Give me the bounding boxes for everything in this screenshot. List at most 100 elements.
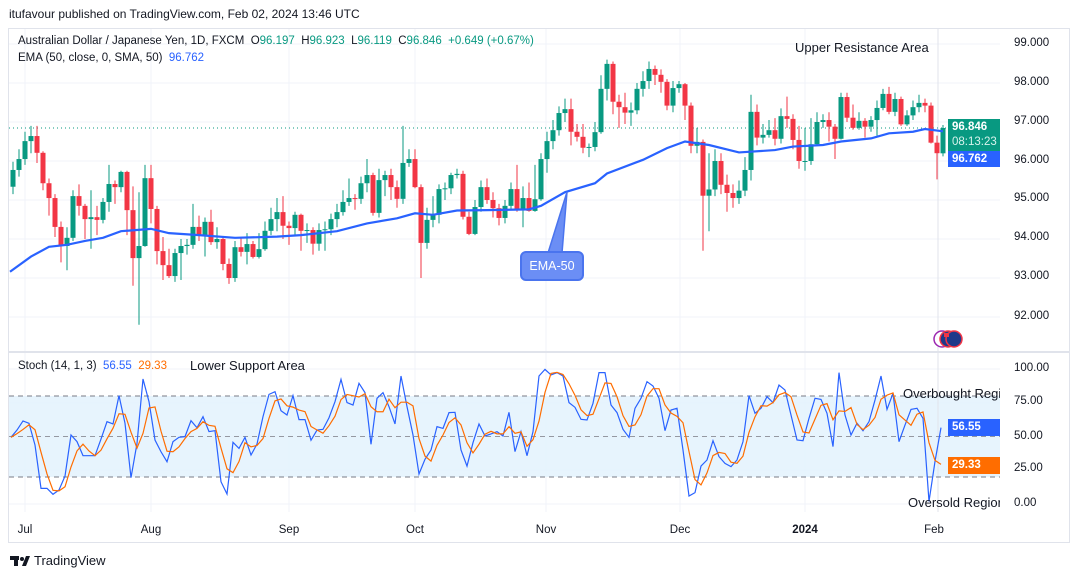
candle-bearish xyxy=(226,258,232,284)
candle-bullish xyxy=(10,161,16,195)
candle-bearish xyxy=(832,123,838,160)
candle-body xyxy=(730,192,736,199)
candle-bullish xyxy=(940,125,946,157)
candle-bullish xyxy=(916,94,922,113)
candle-body xyxy=(178,246,184,254)
candle-bearish xyxy=(574,123,580,142)
close-label: C xyxy=(398,35,407,47)
candle-body xyxy=(712,161,718,190)
candle-bearish xyxy=(148,164,154,224)
candle-bearish xyxy=(82,203,88,239)
candle-body xyxy=(244,244,250,252)
candle-body xyxy=(568,109,574,132)
candle-bearish xyxy=(664,79,670,111)
candle-bearish xyxy=(682,83,688,121)
candle-body xyxy=(202,221,208,236)
candle-body xyxy=(562,109,568,114)
candle-bearish xyxy=(112,180,118,204)
candle-body xyxy=(496,208,502,218)
candle-body xyxy=(556,113,562,131)
candle-body xyxy=(430,214,436,220)
candle-bullish xyxy=(64,227,70,271)
candle-body xyxy=(664,81,670,106)
candle-body xyxy=(922,102,928,106)
candle-body xyxy=(256,249,262,257)
candle-bullish xyxy=(430,196,436,228)
candle-body xyxy=(532,199,538,211)
candle-bearish xyxy=(166,248,172,278)
candle-body xyxy=(796,139,802,161)
candle-body xyxy=(898,98,904,125)
candle-body xyxy=(844,97,850,118)
candle-bullish xyxy=(802,127,808,171)
candle-bullish xyxy=(766,120,772,138)
candle-body xyxy=(604,63,610,89)
currency-flags-icon xyxy=(933,330,963,348)
candle-bearish xyxy=(160,237,166,280)
candle-body xyxy=(520,198,526,209)
candle-body xyxy=(478,187,484,208)
candle-body xyxy=(808,144,814,161)
candle-bullish xyxy=(118,170,124,193)
ema-legend[interactable]: EMA (50, close, 0, SMA, 50) 96.762 xyxy=(18,52,204,64)
candle-bullish xyxy=(640,71,646,97)
stoch-legend[interactable]: Stoch (14, 1, 3) 56.55 29.33 xyxy=(18,360,167,372)
candle-body xyxy=(910,107,916,116)
candle-body xyxy=(724,184,730,193)
open-value: 96.197 xyxy=(259,35,295,47)
candle-body xyxy=(358,183,364,199)
candle-body xyxy=(418,187,424,243)
candle-body xyxy=(580,136,586,148)
stoch-axis-label: 100.00 xyxy=(1014,362,1050,374)
candle-body xyxy=(616,101,622,108)
candle-body xyxy=(10,169,16,187)
symbol-legend[interactable]: Australian Dollar / Japanese Yen, 1D, FX… xyxy=(18,35,534,47)
chart-frame xyxy=(8,28,1070,543)
candle-body xyxy=(748,111,754,170)
candle-bearish xyxy=(130,186,136,286)
candle-body xyxy=(838,97,844,139)
symbol-name: Australian Dollar / Japanese Yen, 1D, FX… xyxy=(18,35,245,47)
candle-bullish xyxy=(28,125,34,154)
candle-bullish xyxy=(838,92,844,140)
candle-bearish xyxy=(394,180,400,208)
time-axis-label: Sep xyxy=(278,524,300,536)
candle-bullish xyxy=(292,211,298,236)
candle-bullish xyxy=(448,172,454,195)
candle-body xyxy=(328,219,334,230)
candle-body xyxy=(172,253,178,277)
candle-bullish xyxy=(904,110,910,126)
candle-body xyxy=(232,247,238,278)
price-axis-label: 94.000 xyxy=(1014,231,1050,243)
change-value: +0.649 (+0.67%) xyxy=(448,35,534,47)
candle-body xyxy=(76,196,82,206)
candle-body xyxy=(58,226,64,247)
candle-bearish xyxy=(850,104,856,130)
candle-bullish xyxy=(346,178,352,206)
tradingview-logo-text: TradingView xyxy=(34,553,106,568)
candle-bearish xyxy=(658,69,664,93)
candle-body xyxy=(22,141,28,160)
candle-bullish xyxy=(712,149,718,197)
candle-bearish xyxy=(154,205,160,265)
candle-bearish xyxy=(40,151,46,191)
candle-body xyxy=(292,214,298,229)
last-price-value: 96.846 xyxy=(952,121,988,133)
candle-bearish xyxy=(310,227,316,255)
candle-body xyxy=(250,244,256,257)
candle-bullish xyxy=(304,223,310,243)
candle-body xyxy=(280,212,286,226)
candle-body xyxy=(406,159,412,163)
candle-bullish xyxy=(532,164,538,212)
candle-bullish xyxy=(472,200,478,236)
tradingview-logo[interactable]: TradingView xyxy=(10,553,106,568)
candle-bearish xyxy=(844,92,850,122)
high-label: H xyxy=(301,35,310,47)
candle-bullish xyxy=(268,207,274,236)
candle-bullish xyxy=(178,239,184,280)
open-label: O xyxy=(250,35,260,47)
candle-body xyxy=(454,173,460,176)
candle-body xyxy=(790,118,796,140)
ema-callout: EMA-50 xyxy=(520,251,584,281)
